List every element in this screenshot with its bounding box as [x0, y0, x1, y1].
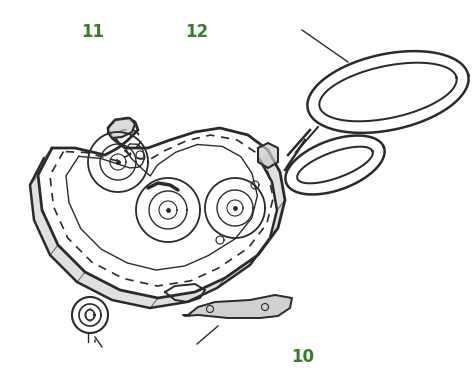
Text: 10: 10	[291, 348, 314, 366]
Polygon shape	[258, 143, 278, 168]
Text: 11: 11	[81, 23, 104, 41]
Polygon shape	[183, 295, 292, 318]
Polygon shape	[30, 148, 285, 308]
Text: 12: 12	[185, 23, 208, 41]
Polygon shape	[108, 118, 135, 138]
